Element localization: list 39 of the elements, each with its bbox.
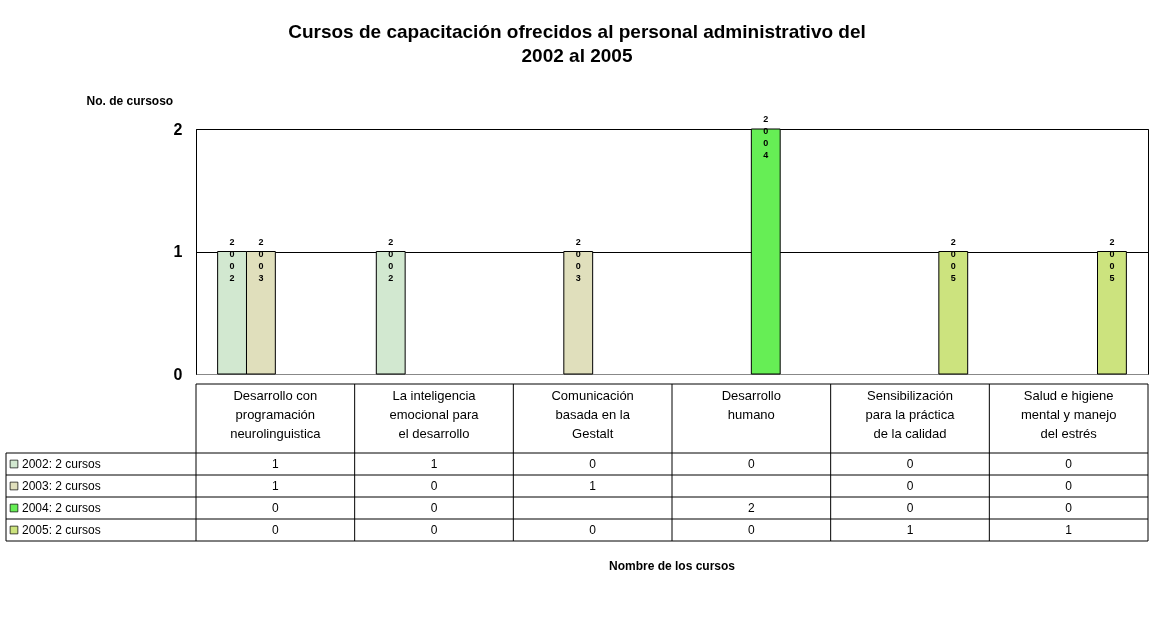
data-label: 0 <box>1065 457 1073 471</box>
data-label: 0 <box>906 479 914 493</box>
data-label: 0 <box>747 523 755 537</box>
data-label: 1 <box>589 479 597 493</box>
data-label: 0 <box>906 457 914 471</box>
x-tick-label: Sensibilización para la práctica de la calidad <box>865 388 956 441</box>
x-tick-label: Desarrollo humano <box>721 388 781 422</box>
data-label: 0 <box>430 501 438 515</box>
data-label: 0 <box>1065 479 1073 493</box>
data-label: 0 <box>906 501 914 515</box>
x-tick-label: Salud e higiene mental y manejo del estrés <box>1020 388 1117 441</box>
x-tick-label: Desarrollo con programación neurolinguistica <box>230 388 322 441</box>
data-label: 1 <box>906 523 914 537</box>
text: Nombre de los cursos <box>608 559 736 573</box>
data-label: 0 <box>271 501 279 515</box>
data-label: 1 <box>430 457 438 471</box>
legend-label: 2002: 2 cursos <box>22 457 101 471</box>
data-label: 0 <box>1065 501 1073 515</box>
y-axis-title: No. de cursoso <box>86 93 174 108</box>
legend-label: 2003: 2 cursos <box>22 479 101 493</box>
y-tick-label: 1 <box>173 243 183 260</box>
data-label: 0 <box>430 479 438 493</box>
data-label: 1 <box>1065 523 1073 537</box>
data-label: 0 <box>589 523 597 537</box>
data-label: 2 <box>747 501 755 515</box>
y-tick-label: 2 <box>173 120 183 138</box>
data-label: 0 <box>430 523 438 537</box>
y-tick-label: 0 <box>173 365 183 383</box>
data-label: 0 <box>589 457 597 471</box>
legend-label: 2004: 2 cursos <box>22 501 101 515</box>
data-label: 1 <box>271 479 279 493</box>
x-tick-label: Comunicación basada en la Gestalt <box>551 388 634 441</box>
legend-label: 2005: 2 cursos <box>22 523 101 537</box>
chart-title: Cursos de capacitación ofrecidos al personal administrativo del 2002 al 2005 <box>288 20 866 66</box>
data-label: 1 <box>271 457 279 471</box>
annotation: 2004 <box>763 114 769 160</box>
x-tick-label: La inteligencia emocional para el desarrollo <box>389 388 480 441</box>
data-label: 0 <box>747 457 755 471</box>
data-label: 0 <box>271 523 279 537</box>
